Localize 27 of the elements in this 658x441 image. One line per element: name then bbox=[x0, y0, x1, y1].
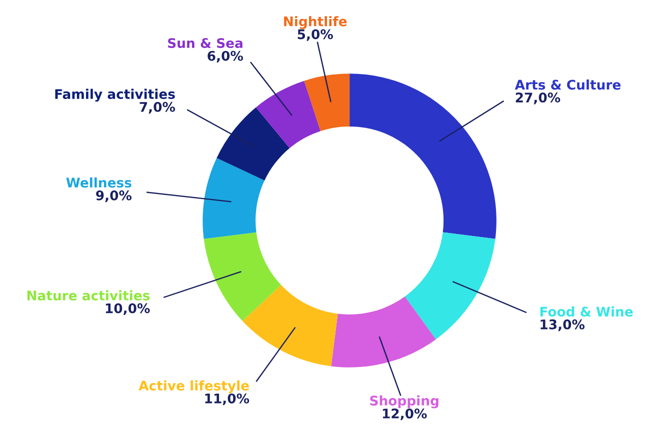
data-label: 10,0% bbox=[106, 303, 150, 315]
data-label: 27,0% bbox=[516, 92, 560, 104]
slice-label: Arts & Culture bbox=[514, 80, 621, 90]
donut-slice bbox=[331, 296, 436, 368]
donut-slice bbox=[202, 158, 265, 239]
slice-label: Family activities bbox=[55, 88, 175, 102]
donut-slice bbox=[350, 74, 496, 239]
data-label: 5,0% bbox=[298, 29, 333, 41]
donut-slice bbox=[256, 80, 321, 148]
donut-slice bbox=[404, 232, 496, 340]
data-label: 7,0% bbox=[140, 102, 176, 114]
data-label: 12,0% bbox=[382, 408, 427, 420]
slice-label: Food & Wine bbox=[540, 306, 633, 317]
donut-slice bbox=[216, 107, 290, 180]
slice-label: Shopping bbox=[370, 395, 438, 408]
donut-slice bbox=[204, 232, 282, 322]
donut-slice bbox=[304, 74, 350, 132]
slice-label: Wellness bbox=[66, 177, 132, 188]
donut-slice bbox=[242, 284, 338, 366]
data-label: 9,0% bbox=[96, 190, 132, 202]
slice-label: Nightlife bbox=[284, 16, 347, 30]
data-label: 13,0% bbox=[540, 319, 585, 332]
slice-label: Nature activities bbox=[27, 290, 150, 300]
slice-label: Active lifestyle bbox=[138, 380, 249, 394]
slice-label: Sun & Sea bbox=[168, 38, 242, 48]
data-label: 11,0% bbox=[205, 393, 250, 406]
data-label: 6,0% bbox=[208, 50, 244, 63]
